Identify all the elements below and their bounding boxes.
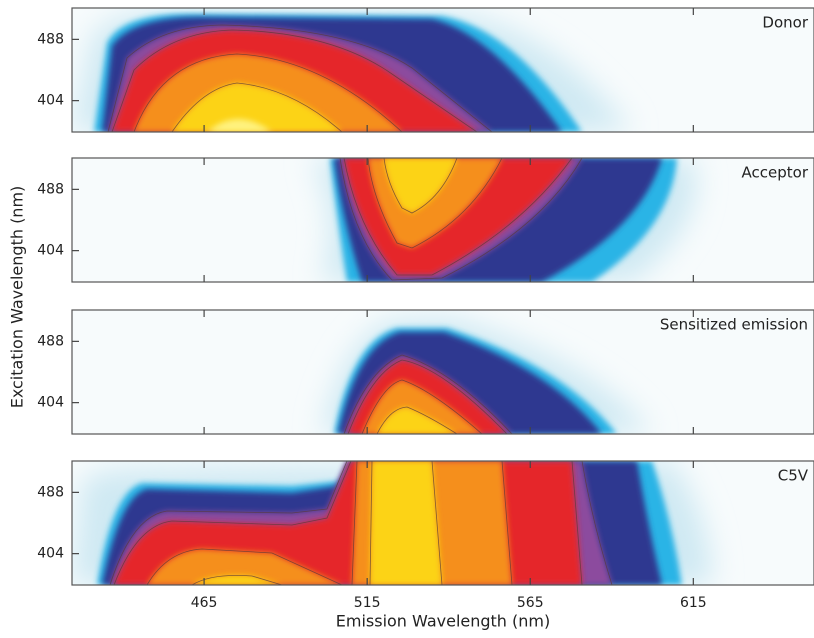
intensity-band	[384, 158, 457, 213]
panel-frame	[71, 157, 814, 283]
y-tick-label: 404	[37, 395, 64, 411]
y-tick-label: 404	[37, 243, 64, 259]
contour-line	[146, 461, 513, 585]
panel-frame	[71, 309, 814, 435]
y-tick-label: 488	[37, 484, 64, 500]
intensity-map	[72, 461, 712, 585]
y-tick-label: 488	[37, 333, 64, 349]
contour-line	[113, 461, 583, 585]
x-axis-label: Emission Wavelength (nm)	[336, 612, 550, 631]
x-tick-label: 515	[354, 595, 381, 611]
y-tick-label: 404	[37, 93, 64, 109]
panel-title: Acceptor	[742, 164, 809, 182]
contour-line	[109, 461, 613, 585]
contour-line	[111, 29, 478, 132]
x-tick-label: 465	[191, 595, 218, 611]
contour-line	[343, 354, 513, 434]
x-tick-label: 565	[517, 595, 544, 611]
panel-frame	[71, 460, 814, 586]
y-tick-label: 488	[37, 181, 64, 197]
y-tick-label: 404	[37, 546, 64, 562]
panel-title: Donor	[762, 14, 808, 32]
heatmap-panel	[72, 310, 814, 434]
x-tick-label: 615	[680, 595, 707, 611]
panel-title: C5V	[778, 467, 809, 485]
intensity-band	[207, 119, 272, 132]
contour-line	[361, 379, 483, 434]
contour-line	[191, 461, 443, 585]
intensity-map	[312, 158, 696, 282]
contour-line	[343, 158, 573, 276]
panel-title: Sensitized emission	[660, 316, 808, 334]
intensity-band	[377, 407, 457, 434]
intensity-map	[322, 318, 652, 434]
heatmap-panel	[72, 461, 814, 585]
contour-line	[133, 53, 403, 132]
contour-line	[339, 158, 583, 281]
y-tick-label: 488	[37, 31, 64, 47]
intensity-map	[72, 10, 632, 132]
y-axis-label: Excitation Wavelength (nm)	[8, 186, 27, 409]
intensity-band	[192, 461, 442, 585]
contour-line	[367, 158, 503, 249]
heatmap-panel	[72, 8, 814, 132]
contour-line	[383, 158, 458, 214]
heatmap-panel	[72, 158, 814, 282]
panel-frame	[71, 7, 814, 133]
contour-line	[107, 24, 493, 132]
contour-line	[171, 82, 343, 132]
contour-line	[347, 359, 508, 434]
intensity-band	[172, 83, 342, 132]
contour-line	[376, 406, 458, 434]
